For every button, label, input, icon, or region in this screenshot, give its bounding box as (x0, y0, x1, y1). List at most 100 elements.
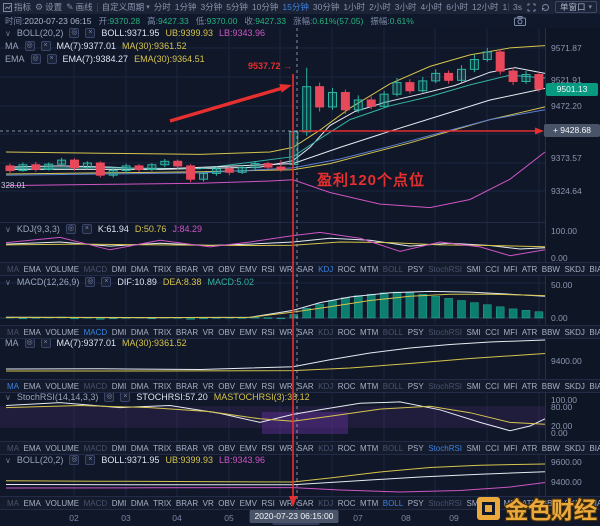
period-2小时[interactable]: 2小时 (369, 2, 391, 12)
tab-dmi[interactable]: DMI (111, 498, 127, 508)
tab-mfi[interactable]: MFI (503, 443, 518, 453)
tab-trix[interactable]: TRIX (153, 327, 172, 337)
tab-smi[interactable]: SMI (466, 327, 481, 337)
tab-cci[interactable]: CCI (485, 327, 500, 337)
refresh-icon[interactable] (541, 3, 550, 12)
tab-bbw[interactable]: BBW (541, 443, 560, 453)
tab-brar[interactable]: BRAR (175, 498, 199, 508)
period-1日[interactable]: 1日 (502, 2, 509, 12)
tab-ema[interactable]: EMA (23, 498, 41, 508)
tab-macd[interactable]: MACD (83, 327, 108, 337)
indicator-close-icon[interactable]: × (120, 392, 131, 402)
tab-boll[interactable]: BOLL (382, 381, 404, 391)
tab-cci[interactable]: CCI (485, 381, 500, 391)
tab-emv[interactable]: EMV (239, 264, 257, 274)
tab-macd[interactable]: MACD (83, 264, 108, 274)
tab-obv[interactable]: OBV (218, 443, 236, 453)
tab-atr[interactable]: ATR (521, 264, 538, 274)
tab-mfi[interactable]: MFI (503, 498, 518, 508)
collapse-icon[interactable]: ∨ (5, 277, 11, 287)
tab-smi[interactable]: SMI (466, 264, 481, 274)
tab-wr[interactable]: WR (279, 327, 293, 337)
tab-brar[interactable]: BRAR (175, 443, 199, 453)
tab-dma[interactable]: DMA (130, 498, 149, 508)
tab-roc[interactable]: ROC (337, 381, 356, 391)
period-12小时[interactable]: 12小时 (472, 2, 499, 12)
tab-obv[interactable]: OBV (218, 498, 236, 508)
tab-kdj[interactable]: KDJ (318, 381, 334, 391)
tab-trix[interactable]: TRIX (153, 443, 172, 453)
tab-sar[interactable]: SAR (297, 327, 314, 337)
tab-ema[interactable]: EMA (23, 327, 41, 337)
tab-mtm[interactable]: MTM (360, 498, 379, 508)
draw-line-button[interactable]: ✎ 画线 (66, 1, 93, 13)
indicator-close-icon[interactable]: × (40, 338, 51, 348)
tab-dmi[interactable]: DMI (111, 264, 127, 274)
tab-skdj[interactable]: SKDJ (564, 327, 585, 337)
tab-volume[interactable]: VOLUME (45, 327, 80, 337)
tab-bbw[interactable]: BBW (541, 498, 560, 508)
tab-smi[interactable]: SMI (466, 381, 481, 391)
period-3分钟[interactable]: 3分钟 (200, 2, 223, 12)
tab-volume[interactable]: VOLUME (45, 264, 80, 274)
period-3小时[interactable]: 3小时 (394, 2, 417, 12)
tab-smi[interactable]: SMI (466, 498, 481, 508)
tab-mtm[interactable]: MTM (360, 443, 379, 453)
indicator-settings-icon[interactable]: ◎ (104, 392, 115, 402)
tab-bbw[interactable]: BBW (541, 381, 560, 391)
tab-atr[interactable]: ATR (521, 327, 538, 337)
tab-brar[interactable]: BRAR (175, 381, 199, 391)
tab-skdj[interactable]: SKDJ (564, 443, 585, 453)
tab-bias[interactable]: BIAS (589, 264, 600, 274)
tab-skdj[interactable]: SKDJ (564, 381, 585, 391)
tab-wr[interactable]: WR (279, 381, 293, 391)
tab-sar[interactable]: SAR (297, 498, 314, 508)
tab-dmi[interactable]: DMI (111, 327, 127, 337)
tab-atr[interactable]: ATR (521, 381, 538, 391)
tab-ma[interactable]: MA (7, 498, 19, 508)
tab-psy[interactable]: PSY (407, 327, 424, 337)
tab-smi[interactable]: SMI (466, 443, 481, 453)
tab-mtm[interactable]: MTM (360, 327, 379, 337)
period-4小时[interactable]: 4小时 (420, 2, 443, 12)
window-mode-button[interactable]: 单窗口 ▾ (554, 1, 597, 13)
tab-macd[interactable]: MACD (83, 381, 108, 391)
tab-macd[interactable]: MACD (83, 443, 108, 453)
tab-vr[interactable]: VR (202, 264, 214, 274)
indicator-settings-icon[interactable]: ◎ (65, 224, 76, 234)
tab-vr[interactable]: VR (202, 381, 214, 391)
tab-wr[interactable]: WR (279, 498, 293, 508)
collapse-icon[interactable]: ∨ (5, 392, 11, 402)
tab-emv[interactable]: EMV (239, 327, 257, 337)
indicator-settings-icon[interactable]: ◎ (24, 338, 35, 348)
indicator-settings-icon[interactable]: ◎ (69, 28, 80, 38)
tab-bias[interactable]: BIAS (589, 443, 600, 453)
tab-sar[interactable]: SAR (297, 264, 314, 274)
tab-rsi[interactable]: RSI (261, 443, 275, 453)
tab-ma[interactable]: MA (7, 327, 19, 337)
settings-button[interactable]: ⚙ 设置 (35, 1, 62, 13)
tab-volume[interactable]: VOLUME (45, 498, 80, 508)
tab-bias[interactable]: BIAS (589, 381, 600, 391)
tab-boll[interactable]: BOLL (382, 264, 404, 274)
tab-psy[interactable]: PSY (407, 443, 424, 453)
tab-roc[interactable]: ROC (337, 498, 356, 508)
tab-ma[interactable]: MA (7, 381, 19, 391)
tab-brar[interactable]: BRAR (175, 264, 199, 274)
tab-cci[interactable]: CCI (485, 264, 500, 274)
period-10分钟[interactable]: 10分钟 (251, 2, 279, 12)
tab-kdj[interactable]: KDJ (318, 443, 334, 453)
tab-volume[interactable]: VOLUME (45, 381, 80, 391)
tab-stochrsi[interactable]: StochRSI (428, 264, 463, 274)
period-15分钟[interactable]: 15分钟 (282, 2, 309, 12)
fullscreen-icon[interactable] (527, 3, 536, 12)
tab-volume[interactable]: VOLUME (45, 443, 80, 453)
tab-vr[interactable]: VR (202, 443, 214, 453)
tab-bias[interactable]: BIAS (589, 327, 600, 337)
tab-boll[interactable]: BOLL (382, 327, 404, 337)
collapse-icon[interactable]: ∨ (5, 455, 11, 465)
indicator-settings-icon[interactable]: ◎ (30, 54, 41, 64)
indicator-close-icon[interactable]: × (46, 54, 57, 64)
period-6小时[interactable]: 6小时 (446, 2, 468, 12)
tab-psy[interactable]: PSY (407, 264, 424, 274)
